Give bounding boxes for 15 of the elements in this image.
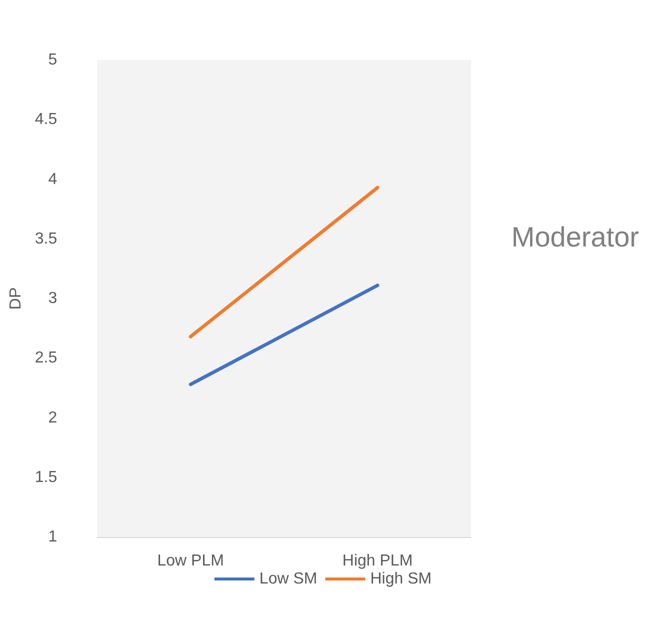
y-tick-label: 5 [48,52,58,68]
y-tick-label: 2.5 [34,350,58,367]
text: Moderator [511,222,640,252]
legend-label: Low SM [259,570,318,588]
y-tick-label: 4.5 [34,111,58,128]
y-tick-label: 1 [48,528,58,546]
legend-label: High SM [370,570,432,588]
y-tick-label: 1.5 [34,468,58,486]
y-tick-label: 3.5 [34,230,58,248]
y-axis-title: DP [8,287,24,310]
x-tick-label: Low PLM [157,552,224,570]
x-tick-label: High PLM [342,552,413,570]
y-tick-label: 2 [48,409,58,426]
y-tick-label: 4 [48,170,58,188]
y-tick-label: 3 [48,290,58,307]
